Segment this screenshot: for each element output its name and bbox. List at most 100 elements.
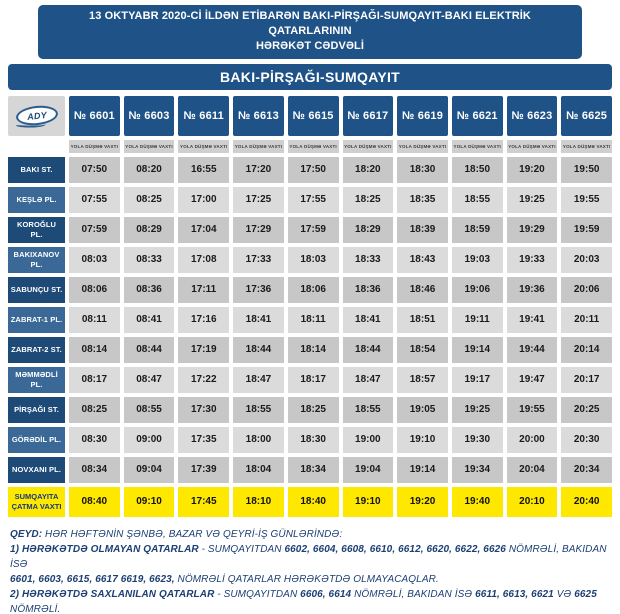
time-cell: 18:30 [397, 156, 448, 183]
ady-logo: ADY [14, 103, 59, 129]
note-segment: QEYD: [10, 528, 43, 540]
time-cell: 18:47 [233, 366, 284, 393]
time-cell: 20:25 [561, 396, 612, 423]
time-cell: 08:47 [123, 366, 175, 393]
arrival-time-cell: 08:40 [69, 486, 120, 517]
time-cell: 17:33 [233, 246, 284, 273]
time-cell: 18:25 [287, 396, 339, 423]
time-cell: 19:29 [506, 216, 558, 243]
time-cell: 08:30 [69, 426, 120, 453]
ady-swoosh-icon [15, 120, 46, 129]
time-cell: 08:36 [123, 276, 175, 303]
departure-time-subheader: YOLA DÜŞMƏ VAXTI [123, 139, 175, 153]
note-segment: 6602, 6604, 6608, 6610, 6612, 6620, 6622… [284, 543, 506, 555]
time-cell: 18:41 [233, 306, 284, 333]
station-cell: BAKIXANOV PL. [8, 246, 65, 273]
time-cell: 18:35 [397, 186, 448, 213]
time-cell: 08:25 [69, 396, 120, 423]
time-cell: 17:30 [178, 396, 230, 423]
arrival-time-cell: 18:40 [287, 486, 339, 517]
arrival-time-cell: 19:20 [397, 486, 448, 517]
time-cell: 18:29 [342, 216, 394, 243]
departure-time-subheader: YOLA DÜŞMƏ VAXTI [506, 139, 558, 153]
time-cell: 19:14 [451, 336, 503, 363]
time-cell: 18:55 [342, 396, 394, 423]
time-cell: 08:06 [69, 276, 120, 303]
time-cell: 17:55 [287, 186, 339, 213]
station-cell: KOROĞLU PL. [8, 216, 65, 243]
time-cell: 18:14 [287, 336, 339, 363]
station-cell: PİRŞAĞI ST. [8, 396, 65, 423]
train-number-header: № 6603 [123, 95, 175, 136]
note-line: 6601, 6603, 6615, 6617 6619, 6623, NÖMRƏ… [10, 572, 612, 587]
time-cell: 18:57 [397, 366, 448, 393]
time-cell: 18:36 [342, 276, 394, 303]
arrival-time-cell: 19:40 [451, 486, 503, 517]
note-line: QEYD: HƏR HƏFTƏNİN ŞƏNBƏ, BAZAR VƏ QEYRİ… [10, 527, 612, 542]
time-cell: 08:03 [69, 246, 120, 273]
time-cell: 17:00 [178, 186, 230, 213]
time-cell: 18:00 [233, 426, 284, 453]
time-cell: 18:44 [342, 336, 394, 363]
time-cell: 19:06 [451, 276, 503, 303]
departure-time-subheader: YOLA DÜŞMƏ VAXTI [342, 139, 394, 153]
time-cell: 18:55 [451, 186, 503, 213]
arrival-time-cell: 09:10 [123, 486, 175, 517]
time-cell: 17:25 [233, 186, 284, 213]
time-cell: 19:05 [397, 396, 448, 423]
time-cell: 08:17 [69, 366, 120, 393]
time-cell: 19:34 [451, 456, 503, 483]
time-cell: 19:36 [506, 276, 558, 303]
time-cell: 17:35 [178, 426, 230, 453]
arrival-time-cell: 18:10 [233, 486, 284, 517]
time-cell: 18:30 [287, 426, 339, 453]
time-cell: 19:25 [451, 396, 503, 423]
time-cell: 18:20 [342, 156, 394, 183]
time-cell: 08:34 [69, 456, 120, 483]
time-cell: 18:44 [233, 336, 284, 363]
time-cell: 07:55 [69, 186, 120, 213]
arrival-time-cell: 17:45 [178, 486, 230, 517]
note-segment: VƏ [553, 588, 575, 600]
note-segment: 6601, 6603, 6615, 6617 6619, 6623, [10, 573, 175, 585]
time-cell: 18:55 [233, 396, 284, 423]
main-title-line2: HƏRƏKƏT CƏDVƏLİ [255, 39, 365, 52]
subheader-corner [8, 140, 65, 153]
departure-time-subheader: YOLA DÜŞMƏ VAXTI [451, 139, 503, 153]
time-cell: 19:20 [506, 156, 558, 183]
departure-time-subheader: YOLA DÜŞMƏ VAXTI [233, 139, 284, 153]
time-cell: 17:20 [233, 156, 284, 183]
station-cell: NOVXANI PL. [8, 456, 65, 483]
time-cell: 20:03 [561, 246, 612, 273]
departure-time-subheader: YOLA DÜŞMƏ VAXTI [69, 139, 120, 153]
time-cell: 18:11 [287, 306, 339, 333]
note-segment: NÖMRƏLİ, BAKIDAN İSƏ [351, 588, 476, 600]
main-title-line1: 13 OKTYABR 2020-Cİ İLDƏN ETİBARƏN BAKI-P… [89, 10, 531, 37]
time-cell: 08:20 [123, 156, 175, 183]
time-cell: 08:44 [123, 336, 175, 363]
time-cell: 19:03 [451, 246, 503, 273]
time-cell: 19:10 [397, 426, 448, 453]
time-cell: 17:36 [233, 276, 284, 303]
time-cell: 19:44 [506, 336, 558, 363]
note-line: 1) HƏRƏKƏTDƏ OLMAYAN QATARLAR - SUMQAYIT… [10, 542, 612, 572]
time-cell: 19:04 [342, 456, 394, 483]
time-cell: 07:59 [69, 216, 120, 243]
departure-time-subheader: YOLA DÜŞMƏ VAXTI [397, 139, 448, 153]
notes-section: QEYD: HƏR HƏFTƏNİN ŞƏNBƏ, BAZAR VƏ QEYRİ… [8, 527, 612, 614]
time-cell: 08:14 [69, 336, 120, 363]
time-cell: 17:11 [178, 276, 230, 303]
note-segment: 1) HƏRƏKƏTDƏ OLMAYAN QATARLAR [10, 543, 199, 555]
note-segment: - SUMQAYITDAN [214, 588, 301, 600]
departure-time-subheader: YOLA DÜŞMƏ VAXTI [178, 139, 230, 153]
time-cell: 20:11 [561, 306, 612, 333]
note-segment: HƏR HƏFTƏNİN ŞƏNBƏ, BAZAR VƏ QEYRİ-İŞ GÜ… [42, 528, 343, 540]
note-segment: 2) HƏRƏKƏTDƏ SAXLANILAN QATARLAR [10, 588, 215, 600]
time-cell: 17:19 [178, 336, 230, 363]
time-cell: 17:22 [178, 366, 230, 393]
time-cell: 18:25 [342, 186, 394, 213]
time-cell: 16:55 [178, 156, 230, 183]
time-cell: 18:47 [342, 366, 394, 393]
time-cell: 18:34 [287, 456, 339, 483]
time-cell: 19:17 [451, 366, 503, 393]
